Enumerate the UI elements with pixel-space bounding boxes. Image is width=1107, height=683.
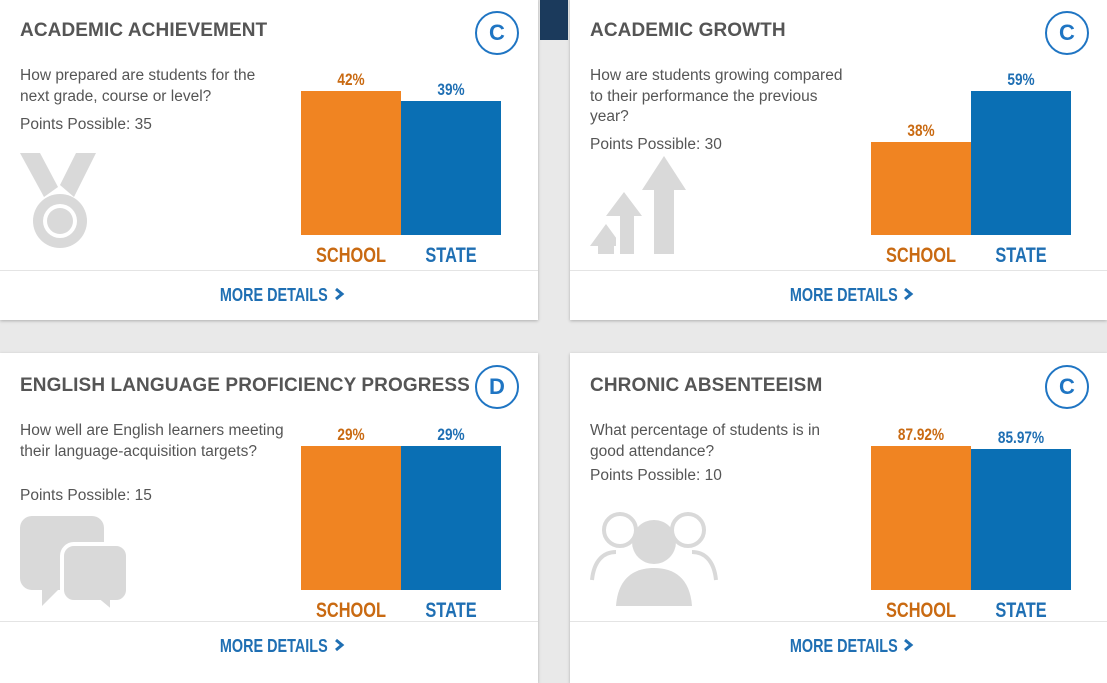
card-footer: MORE DETAILS: [570, 621, 1107, 672]
grade-badge: C: [1045, 365, 1089, 409]
card-english-language-proficiency: ENGLISH LANGUAGE PROFICIENCY PROGRESS D …: [0, 353, 538, 683]
grade-badge: D: [475, 365, 519, 409]
points-possible: Points Possible: 10: [590, 467, 722, 484]
category-label-state: STATE: [995, 599, 1047, 622]
bar-state: [971, 449, 1071, 590]
chevron-right-icon: [904, 638, 914, 652]
category-label-state: STATE: [425, 244, 477, 267]
more-details-label: MORE DETAILS: [220, 285, 328, 305]
bar-value-state: 39%: [437, 80, 465, 99]
top-accent-bar: [540, 0, 568, 40]
more-details-label: MORE DETAILS: [220, 636, 328, 656]
points-possible: Points Possible: 15: [20, 487, 152, 504]
card-title: CHRONIC ABSENTEEISM: [590, 375, 823, 396]
category-label-school: SCHOOL: [885, 244, 957, 267]
bar-school: [301, 446, 401, 590]
card-academic-achievement: ACADEMIC ACHIEVEMENT C How prepared are …: [0, 0, 538, 320]
bar-state: [401, 446, 501, 590]
card-footer: MORE DETAILS: [0, 621, 538, 672]
bar-value-state: 59%: [1007, 70, 1035, 89]
more-details-link[interactable]: MORE DETAILS: [570, 636, 1107, 657]
bar-school: [301, 91, 401, 235]
points-possible: Points Possible: 35: [20, 116, 152, 133]
speech-bubbles-icon: [20, 516, 128, 608]
card-footer: MORE DETAILS: [570, 270, 1107, 320]
bar-value-school: 38%: [907, 121, 935, 140]
bar-state: [971, 91, 1071, 235]
category-label-school: SCHOOL: [885, 599, 957, 622]
grade-badge: C: [1045, 11, 1089, 55]
points-possible: Points Possible: 30: [590, 136, 722, 153]
chevron-right-icon: [334, 287, 345, 301]
category-label-school: SCHOOL: [315, 599, 387, 622]
category-label-school: SCHOOL: [315, 244, 387, 267]
card-footer: MORE DETAILS: [0, 270, 538, 320]
people-group-icon: [590, 512, 718, 606]
card-question: How well are English learners meeting th…: [20, 422, 284, 460]
growth-arrows-icon: [590, 156, 686, 254]
bar-state: [401, 101, 501, 235]
bar-value-state: 29%: [437, 425, 465, 444]
card-title: ACADEMIC GROWTH: [590, 20, 786, 41]
card-question: How prepared are students for the next g…: [20, 67, 256, 105]
more-details-label: MORE DETAILS: [789, 285, 898, 305]
card-question: How are students growing compared to the…: [590, 67, 843, 125]
bar-value-school: 42%: [337, 70, 365, 89]
more-details-label: MORE DETAILS: [789, 636, 898, 656]
grade-badge: C: [475, 11, 519, 55]
bar-value-state: 85.97%: [997, 428, 1045, 447]
card-chronic-absenteeism: CHRONIC ABSENTEEISM C What percentage of…: [570, 353, 1107, 683]
bar-school: [871, 446, 971, 590]
card-academic-growth: ACADEMIC GROWTH C How are students growi…: [570, 0, 1107, 320]
category-label-state: STATE: [425, 599, 477, 622]
bar-value-school: 87.92%: [897, 425, 945, 444]
more-details-link[interactable]: MORE DETAILS: [0, 285, 538, 306]
more-details-link[interactable]: MORE DETAILS: [0, 636, 538, 657]
card-title: ENGLISH LANGUAGE PROFICIENCY PROGRESS: [20, 375, 470, 396]
card-title: ACADEMIC ACHIEVEMENT: [20, 20, 268, 41]
bar-school: [871, 142, 971, 235]
bar-value-school: 29%: [337, 425, 365, 444]
medal-icon: [20, 153, 96, 248]
card-question: What percentage of students is in good a…: [590, 422, 821, 460]
chevron-right-icon: [334, 638, 345, 652]
more-details-link[interactable]: MORE DETAILS: [570, 285, 1107, 306]
category-label-state: STATE: [995, 244, 1047, 267]
chevron-right-icon: [904, 287, 914, 301]
